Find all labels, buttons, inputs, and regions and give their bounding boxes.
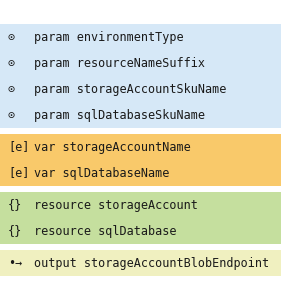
FancyBboxPatch shape [0,76,281,102]
FancyBboxPatch shape [0,160,281,186]
FancyBboxPatch shape [0,218,281,244]
FancyBboxPatch shape [0,134,281,160]
Text: [e]: [e] [8,140,30,154]
FancyBboxPatch shape [0,250,281,276]
FancyBboxPatch shape [0,192,281,218]
Text: •→: •→ [8,256,22,269]
Text: resource sqlDatabase: resource sqlDatabase [34,224,176,238]
Text: ⊙: ⊙ [8,82,15,95]
Text: var sqlDatabaseName: var sqlDatabaseName [34,167,169,179]
Text: param resourceNameSuffix: param resourceNameSuffix [34,56,205,70]
Text: output storageAccountBlobEndpoint: output storageAccountBlobEndpoint [34,256,269,269]
Text: ⊙: ⊙ [8,109,15,122]
FancyBboxPatch shape [0,102,281,128]
Text: param environmentType: param environmentType [34,31,183,44]
Text: {}: {} [8,224,22,238]
Text: var storageAccountName: var storageAccountName [34,140,191,154]
FancyBboxPatch shape [0,24,281,50]
Text: resource storageAccount: resource storageAccount [34,199,198,212]
Text: ⊙: ⊙ [8,56,15,70]
Text: [e]: [e] [8,167,30,179]
Text: ⊙: ⊙ [8,31,15,44]
Text: {}: {} [8,199,22,212]
Text: param storageAccountSkuName: param storageAccountSkuName [34,82,226,95]
FancyBboxPatch shape [0,50,281,76]
Text: param sqlDatabaseSkuName: param sqlDatabaseSkuName [34,109,205,122]
